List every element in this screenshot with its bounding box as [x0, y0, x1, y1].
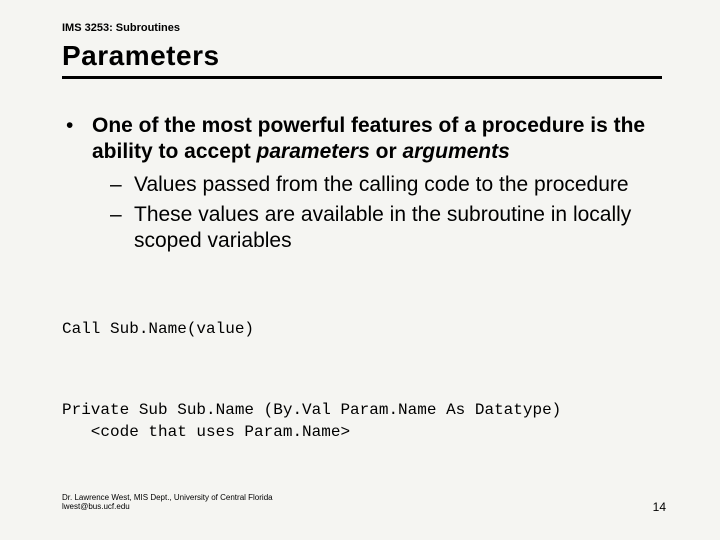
code-line: <code that uses Param.Name> [62, 423, 350, 441]
footer-author: Dr. Lawrence West, MIS Dept., University… [62, 493, 273, 503]
footer-email: lwest@bus.ucf.edu [62, 502, 273, 512]
bullet-level2: – Values passed from the calling code to… [110, 172, 672, 198]
code-block-call: Call Sub.Name(value) [62, 319, 672, 341]
code-line: Private Sub Sub.Name (By.Val Param.Name … [62, 401, 561, 419]
course-code: IMS 3253: Subroutines [62, 22, 672, 34]
sub-bullet-text: Values passed from the calling code to t… [134, 172, 629, 198]
bullet-text: One of the most powerful features of a p… [92, 113, 672, 166]
bullet-em-parameters: parameters [257, 140, 370, 163]
title-rule [62, 76, 662, 79]
bullet-text-part2: or [370, 140, 403, 163]
bullet-list: • One of the most powerful features of a… [62, 113, 672, 254]
bullet-level1: • One of the most powerful features of a… [62, 113, 672, 166]
code-block-def: Private Sub Sub.Name (By.Val Param.Name … [62, 400, 672, 443]
slide: IMS 3253: Subroutines Parameters • One o… [0, 0, 720, 540]
sub-bullet-text: These values are available in the subrou… [134, 202, 672, 255]
bullet-level2: – These values are available in the subr… [110, 202, 672, 255]
dash-glyph: – [110, 172, 134, 198]
bullet-em-arguments: arguments [402, 140, 509, 163]
page-number: 14 [653, 500, 666, 514]
footer: Dr. Lawrence West, MIS Dept., University… [62, 493, 273, 512]
sublist: – Values passed from the calling code to… [110, 172, 672, 255]
code-region: Call Sub.Name(value) Private Sub Sub.Nam… [62, 276, 672, 502]
slide-title: Parameters [62, 40, 672, 72]
bullet-glyph: • [62, 113, 92, 166]
dash-glyph: – [110, 202, 134, 255]
